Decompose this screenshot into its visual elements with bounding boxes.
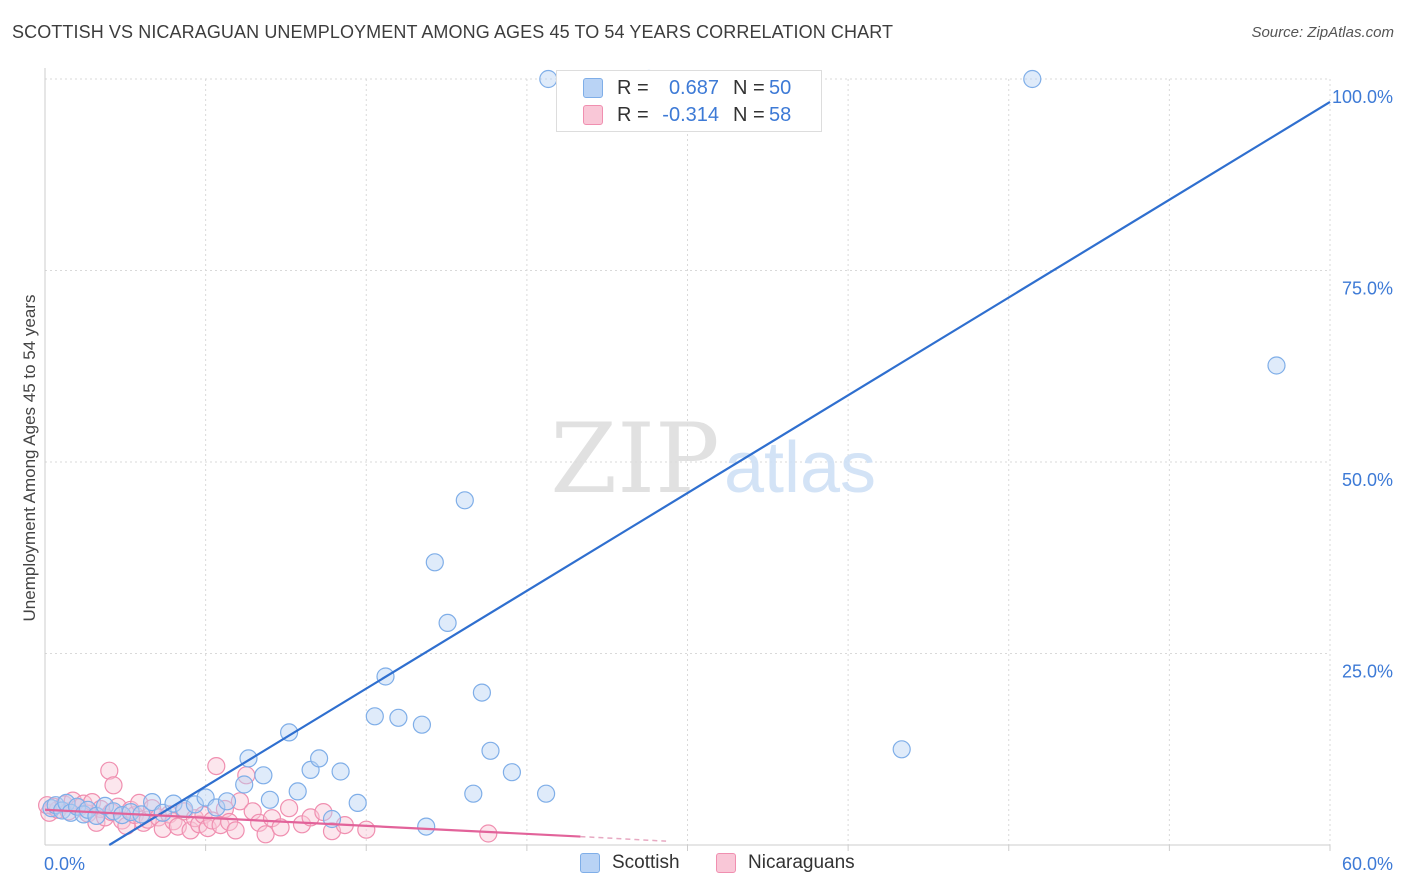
legend-row-scottish: R = 0.687 N = 50 bbox=[557, 75, 821, 101]
nicaraguan-point bbox=[479, 824, 498, 843]
legend-swatch-nicaraguans bbox=[716, 853, 736, 873]
nicaraguan-point bbox=[207, 756, 226, 776]
y-tick-label: 50.0% bbox=[1342, 470, 1393, 490]
source-label: Source: ZipAtlas.com bbox=[1251, 24, 1394, 41]
y-tick-label: 100.0% bbox=[1332, 87, 1393, 107]
legend-n-label: N = bbox=[733, 77, 765, 99]
nicaraguan-point bbox=[230, 792, 249, 811]
scottish-point bbox=[438, 613, 457, 633]
legend-r-value: -0.314 bbox=[662, 104, 719, 126]
scottish-point bbox=[331, 762, 350, 781]
legend-swatch-scottish bbox=[580, 853, 600, 873]
scottish-point bbox=[539, 69, 558, 89]
axis-layer bbox=[44, 68, 1331, 851]
scottish-point bbox=[1267, 356, 1286, 375]
scottish-point bbox=[217, 792, 237, 811]
watermark: ZIP atlas bbox=[550, 403, 876, 515]
nicaraguan-point bbox=[87, 813, 106, 832]
scottish-point bbox=[417, 817, 436, 836]
nicaraguan-point bbox=[104, 776, 123, 795]
tick-label-layer: 25.0% 50.0% 75.0% 100.0% 0.0% 60.0% bbox=[44, 87, 1393, 874]
chart-title: SCOTTISH VS NICARAGUAN UNEMPLOYMENT AMON… bbox=[12, 22, 894, 42]
legend-n-value: 58 bbox=[769, 104, 792, 126]
scottish-point bbox=[288, 782, 307, 801]
nicaraguan-point bbox=[100, 761, 119, 780]
scottish-point bbox=[365, 707, 384, 726]
scottish-point bbox=[472, 683, 491, 702]
watermark-atlas: atlas bbox=[724, 428, 876, 508]
scottish-point bbox=[235, 775, 254, 794]
legend-swatch-nicaraguans bbox=[583, 105, 603, 125]
scottish-point bbox=[348, 793, 367, 813]
nicaraguan-point bbox=[271, 818, 290, 837]
legend-r-label: R = bbox=[617, 77, 649, 99]
nicaraguan-trend-line bbox=[44, 808, 581, 838]
scottish-point bbox=[207, 798, 226, 817]
scottish-point bbox=[310, 749, 329, 768]
grid-layer bbox=[45, 78, 1331, 845]
legend-label-scottish: Scottish bbox=[612, 852, 680, 873]
legend-n-value: 50 bbox=[769, 77, 792, 99]
y-tick-label: 75.0% bbox=[1342, 279, 1393, 299]
y-axis-label: Unemployment Among Ages 45 to 54 years bbox=[20, 295, 39, 622]
scottish-point bbox=[425, 553, 444, 572]
legend-row-nicaraguans: R = -0.314 N = 58 bbox=[557, 102, 821, 128]
nicaraguan-point bbox=[226, 821, 245, 840]
y-tick-label: 25.0% bbox=[1342, 662, 1393, 682]
scottish-point bbox=[481, 741, 500, 760]
nicaraguan-trend-extension bbox=[580, 835, 667, 842]
legend-label-nicaraguans: Nicaraguans bbox=[748, 852, 855, 873]
scottish-point bbox=[143, 792, 162, 812]
trend-layer bbox=[44, 101, 1331, 846]
scottish-point bbox=[1023, 69, 1042, 89]
legend-r-label: R = bbox=[617, 104, 649, 126]
watermark-zip: ZIP bbox=[550, 403, 719, 515]
scottish-point bbox=[280, 723, 299, 742]
nicaraguan-point bbox=[280, 799, 299, 818]
scottish-point bbox=[185, 795, 204, 814]
scottish-point bbox=[254, 766, 273, 785]
legend-swatch-scottish bbox=[583, 78, 603, 98]
scottish-point bbox=[502, 763, 521, 782]
scottish-point bbox=[464, 784, 483, 803]
scottish-trend-line bbox=[108, 101, 1331, 846]
scottish-point bbox=[389, 708, 408, 727]
scottish-point bbox=[536, 784, 556, 803]
x-tick-label: 0.0% bbox=[44, 854, 85, 874]
nicaraguan-point bbox=[357, 820, 376, 839]
x-tick-label: 60.0% bbox=[1342, 854, 1393, 874]
scottish-point bbox=[121, 802, 140, 822]
scottish-point bbox=[260, 790, 279, 809]
scottish-point bbox=[412, 715, 431, 734]
correlation-legend: R = 0.687 N = 50 R = -0.314 N = 58 bbox=[556, 70, 822, 132]
nicaraguan-point bbox=[256, 825, 275, 844]
scottish-point bbox=[892, 740, 911, 759]
legend-n-label: N = bbox=[733, 104, 765, 126]
scottish-point bbox=[455, 491, 474, 510]
nicaraguan-point bbox=[143, 799, 162, 818]
legend-r-value: 0.687 bbox=[668, 77, 719, 99]
